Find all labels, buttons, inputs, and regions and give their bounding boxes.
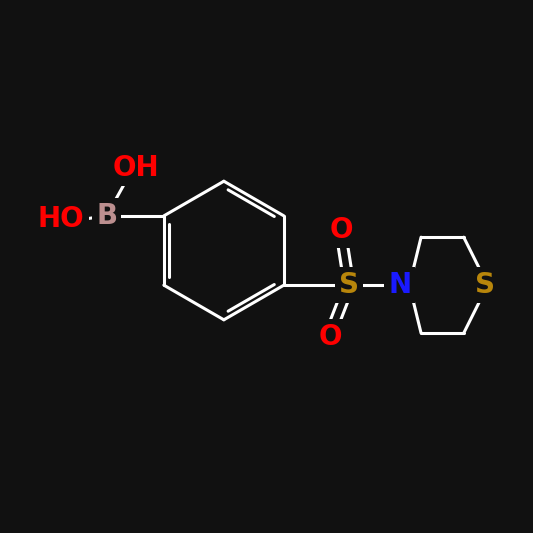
Text: S: S xyxy=(339,271,359,299)
Text: HO: HO xyxy=(38,205,85,232)
Text: O: O xyxy=(329,216,353,244)
Text: O: O xyxy=(319,324,342,351)
Text: B: B xyxy=(96,202,117,230)
Text: S: S xyxy=(475,271,495,299)
Text: OH: OH xyxy=(112,154,159,182)
Text: N: N xyxy=(388,271,411,299)
